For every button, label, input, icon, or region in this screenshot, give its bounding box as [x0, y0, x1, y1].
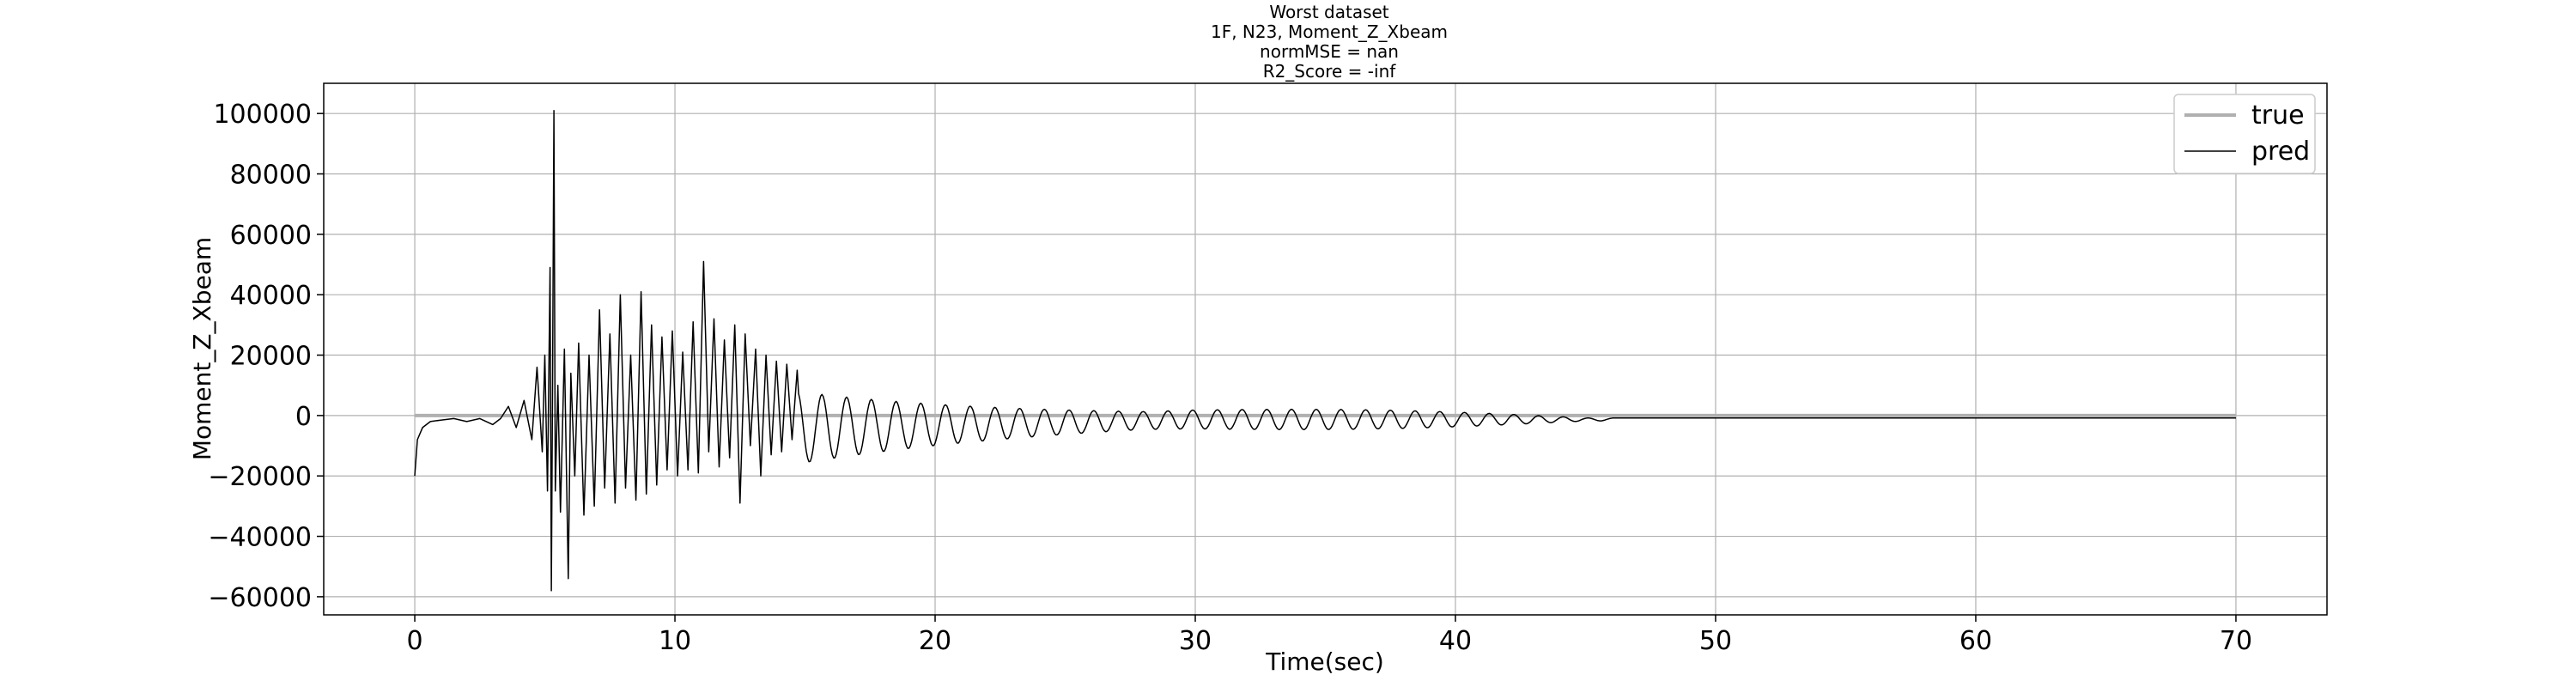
x-tick-label: 20 [919, 626, 951, 656]
legend: true pred [2173, 94, 2316, 174]
x-tick-label: 70 [2220, 626, 2252, 656]
title-line-2: 1F, N23, Moment_Z_Xbeam [1211, 21, 1448, 42]
legend-label-true: true [2251, 100, 2305, 131]
title-line-3: normMSE = nan [1260, 41, 1399, 62]
plot-frame [323, 82, 2328, 616]
x-tick-label: 30 [1179, 626, 1212, 656]
x-axis-label: Time(sec) [1265, 647, 1384, 676]
x-tick-label: 40 [1439, 626, 1472, 656]
legend-label-pred: pred [2251, 137, 2310, 167]
y-tick-label: 80000 [230, 161, 312, 191]
series-pred-line [414, 109, 2236, 592]
y-tick-label: 40000 [230, 281, 312, 311]
y-axis-label: Moment_Z_Xbeam [188, 237, 216, 460]
title-line-4: R2_Score = -inf [1263, 61, 1397, 82]
x-tick-label: 50 [1699, 626, 1732, 656]
title-line-1: Worst dataset [1269, 2, 1388, 22]
y-tick-label: −60000 [208, 583, 312, 613]
x-tick-label: 0 [406, 626, 422, 656]
y-tick-label: −40000 [208, 523, 312, 553]
x-tick-label: 10 [659, 626, 691, 656]
axis-ticks: 0 10 20 30 40 50 60 70 −60000 −40000 −20000 0 20000 4… [208, 100, 2252, 656]
y-tick-label: 0 [295, 402, 312, 432]
x-tick-label: 60 [1959, 626, 1992, 656]
y-tick-label: 60000 [230, 221, 312, 251]
y-tick-label: 100000 [213, 100, 312, 130]
grid [324, 83, 2327, 615]
y-tick-label: 20000 [230, 342, 312, 372]
y-tick-label: −20000 [208, 462, 312, 492]
chart-title: Worst dataset 1F, N23, Moment_Z_Xbeam no… [1211, 2, 1448, 82]
plot-area [414, 109, 2236, 592]
